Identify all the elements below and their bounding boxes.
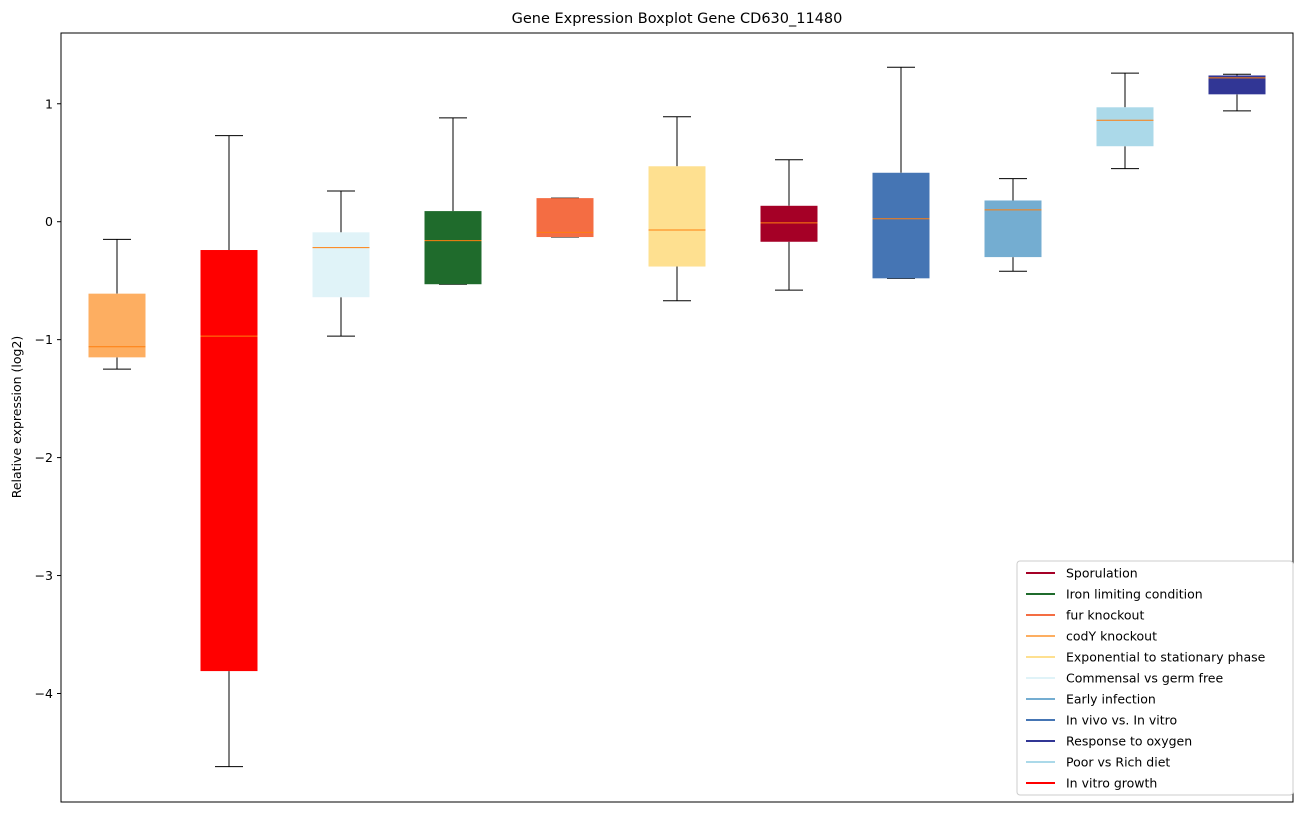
box-in-vitro-growth	[200, 135, 258, 768]
box-body	[872, 172, 930, 279]
legend-label: fur knockout	[1066, 608, 1144, 623]
box-poor-vs-rich-diet	[1096, 72, 1154, 170]
legend-label: codY knockout	[1066, 629, 1157, 644]
y-tick-label: −3	[35, 568, 53, 583]
box-response-to-oxygen	[1208, 73, 1266, 112]
box-cody-knockout	[88, 238, 146, 370]
box-fur-knockout	[536, 197, 594, 238]
chart-title: Gene Expression Boxplot Gene CD630_11480	[512, 11, 843, 27]
legend-label: Sporulation	[1066, 566, 1138, 581]
box-body	[536, 198, 594, 238]
box-body	[88, 293, 146, 358]
box-body	[1096, 107, 1154, 147]
box-sporulation	[760, 159, 818, 291]
box-body	[424, 211, 482, 285]
box-body	[200, 250, 258, 672]
y-tick-label: 1	[45, 96, 53, 111]
y-tick-label: −2	[35, 450, 53, 465]
legend-label: Iron limiting condition	[1066, 587, 1203, 602]
box-in-vivo-vs-in-vitro	[872, 66, 930, 279]
box-body	[648, 166, 706, 267]
box-commensal-vs-germ-free	[312, 190, 370, 337]
legend-label: In vivo vs. In vitro	[1066, 713, 1177, 728]
y-tick-label: 0	[45, 214, 53, 229]
box-body	[760, 205, 818, 242]
legend-label: Poor vs Rich diet	[1066, 755, 1170, 770]
box-iron-limiting-condition	[424, 117, 482, 285]
box-body	[312, 232, 370, 298]
y-tick-label: −4	[35, 686, 53, 701]
legend-label: In vitro growth	[1066, 776, 1157, 791]
legend-label: Exponential to stationary phase	[1066, 650, 1266, 665]
box-body	[1208, 75, 1266, 95]
legend-label: Commensal vs germ free	[1066, 671, 1223, 686]
legend-label: Early infection	[1066, 692, 1156, 707]
box-early-infection	[984, 178, 1042, 272]
box-body	[984, 200, 1042, 258]
legend-frame	[1016, 560, 1294, 796]
y-axis-label: Relative expression (log2)	[9, 336, 24, 499]
box-exponential-to-stationary-phase	[648, 116, 706, 302]
plot-frame	[60, 32, 1294, 803]
legend: Sporulation Iron limiting condition fur kn…	[1016, 560, 1294, 796]
legend-label: Response to oxygen	[1066, 734, 1192, 749]
y-tick-label: −1	[35, 332, 53, 347]
